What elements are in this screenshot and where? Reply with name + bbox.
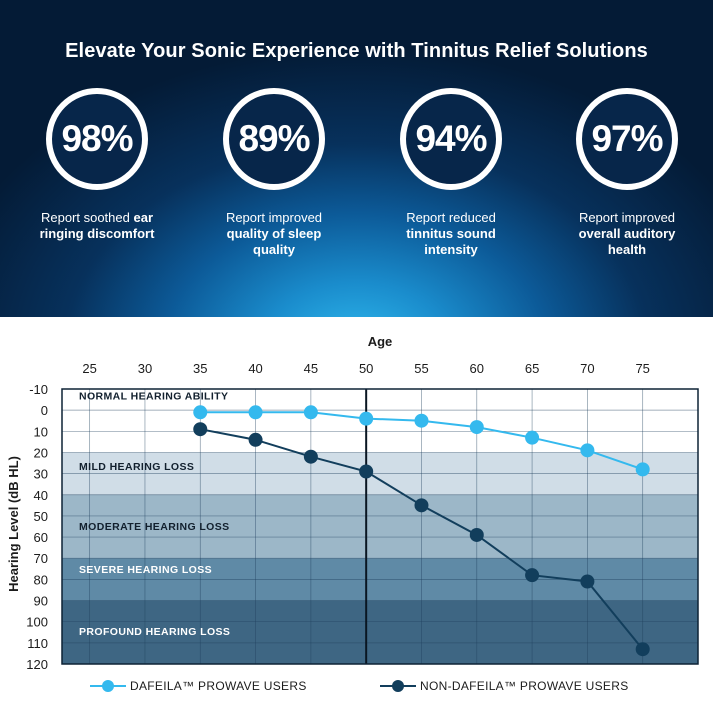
y-tick-label: 50 [34,509,48,524]
y-tick-label: 60 [34,530,48,545]
y-tick-label: 0 [41,403,48,418]
band-label: MILD HEARING LOSS [79,461,194,473]
stat-tinnitus: 94% Report reduced tinnitus sound intens… [366,88,536,258]
data-point [635,642,650,657]
caption-bold: tinnitus sound [406,226,496,241]
y-tick-label: 20 [34,445,48,460]
y-tick-label: 110 [27,636,48,651]
x-tick-label: 75 [635,361,649,376]
band-label: NORMAL HEARING ABILITY [79,391,228,403]
caption-plain: Report soothed [40,210,134,225]
data-point [359,464,374,479]
stat-sleep: 89% Report improved quality of sleep qua… [189,88,359,258]
x-tick-label: 40 [248,361,262,376]
x-tick-label: 60 [470,361,484,376]
data-point [580,574,595,589]
caption-bold: intensity [424,242,478,257]
data-point [414,498,429,513]
y-tick-label: 80 [34,572,48,587]
data-point [303,449,318,464]
y-tick-label: 120 [26,657,48,672]
stat-percentage: 94% [415,118,487,159]
caption-bold: ringing discomfort [39,226,155,241]
x-tick-label: 45 [304,361,318,376]
stat-circle: 89% [223,88,325,190]
caption-bold: quality [253,242,295,257]
band-label: MODERATE HEARING LOSS [79,521,230,533]
legend-swatch-line [380,680,416,692]
legend-item-dafeila: DAFEILA™ PROWAVE USERS [88,678,328,694]
stat-percentage: 97% [591,118,663,159]
stat-circle: 97% [576,88,678,190]
data-point [635,462,650,477]
stat-caption: Report improved quality of sleep quality [189,210,359,258]
banner-title: Elevate Your Sonic Experience with Tinni… [65,40,648,62]
data-point [359,411,374,426]
x-axis-title: Age [368,334,393,349]
data-point [303,405,318,420]
band-label: SEVERE HEARING LOSS [79,564,212,576]
stat-auditory-health: 97% Report improved overall auditory hea… [542,88,712,258]
data-point [525,430,540,445]
stat-ear-ringing: 98% Report soothed ear ringing discomfor… [12,88,182,242]
y-tick-label: 70 [34,551,48,566]
x-tick-label: 55 [414,361,428,376]
data-point [580,443,595,458]
legend-label: NON-DAFEILA™ PROWAVE USERS [420,679,629,693]
legend-label: DAFEILA™ PROWAVE USERS [130,679,307,693]
y-axis-title: Hearing Level (dB HL) [6,456,21,592]
data-point [193,405,208,420]
data-point [469,420,484,435]
x-tick-label: 30 [138,361,152,376]
x-tick-label: 70 [580,361,594,376]
caption-bold: overall auditory [578,226,676,241]
plot-frame [61,388,699,665]
x-tick-label: 50 [359,361,373,376]
y-tick-label: 30 [34,467,48,482]
caption-plain: Report reduced [406,210,496,225]
hearing-band [62,389,698,453]
caption-plain: Report improved [225,210,323,225]
x-tick-label: 65 [525,361,539,376]
data-point [525,568,540,583]
hearing-band [62,600,698,664]
y-tick-label: 100 [26,615,48,630]
stat-circle: 98% [46,88,148,190]
stat-percentage: 98% [61,118,133,159]
y-tick-label: -10 [29,382,48,397]
x-tick-label: 25 [82,361,96,376]
band-label: PROFOUND HEARING LOSS [79,626,230,638]
stat-percentage: 89% [238,118,310,159]
y-tick-label: 40 [34,488,48,503]
stat-caption: Report soothed ear ringing discomfort [12,210,182,242]
stat-caption: Report reduced tinnitus sound intensity [366,210,536,258]
data-point [414,413,429,428]
data-point [248,405,263,420]
data-point [248,432,263,447]
hearing-level-chart: Age Hearing Level (dB HL) NORMAL HEARING… [6,334,699,672]
data-point [193,422,208,437]
caption-bold: health [607,242,647,257]
stat-circle: 94% [400,88,502,190]
hearing-band [62,494,698,559]
legend-item-non-dafeila: NON-DAFEILA™ PROWAVE USERS [378,678,668,694]
y-tick-label: 10 [34,424,48,439]
legend-swatch-line [90,680,126,692]
y-tick-label: 90 [34,594,48,609]
hero-banner: Elevate Your Sonic Experience with Tinni… [0,0,713,317]
caption-plain: Report improved [578,210,676,225]
x-tick-label: 35 [193,361,207,376]
caption-bold: quality of sleep [226,226,322,241]
caption-bold: ear [133,210,154,225]
data-point [469,527,484,542]
stat-caption: Report improved overall auditory health [542,210,712,258]
